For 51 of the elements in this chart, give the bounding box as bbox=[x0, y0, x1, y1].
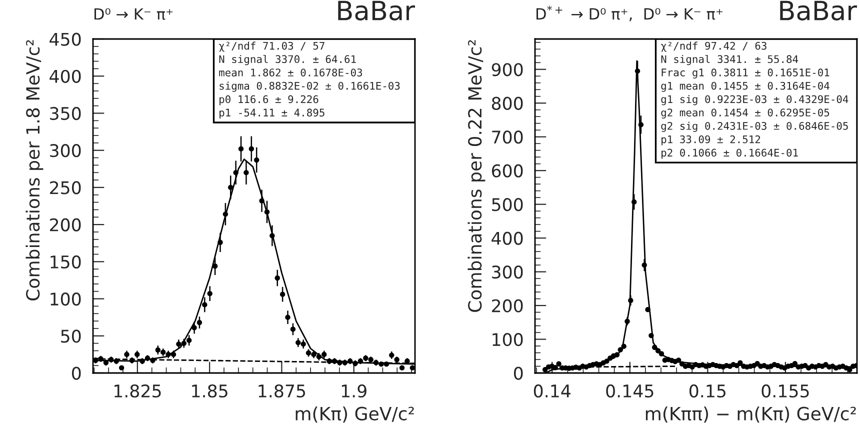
y-tick-label: 800 bbox=[492, 96, 523, 110]
y-tick-label: 300 bbox=[50, 144, 81, 158]
x-tick-label: 1.875 bbox=[258, 384, 306, 398]
annotation: g2 mean 0.1454 ± 0.6295E-05 bbox=[661, 108, 830, 119]
y-tick-label: 250 bbox=[50, 181, 81, 194]
annotation: p1 -54.11 ± 4.895 bbox=[220, 108, 324, 119]
y-tick-label: 450 bbox=[50, 32, 81, 46]
annotation: g1 mean 0.1455 ± 0.3164E-04 bbox=[661, 82, 830, 92]
annotation: p0 116.6 ± 9.226 bbox=[220, 95, 318, 106]
y-tick-label: 350 bbox=[50, 106, 81, 120]
x-tick-label: 0.15 bbox=[689, 384, 726, 398]
annotation: mean 1.862 ± 0.1678E-03 bbox=[219, 68, 362, 76]
x-tick-label: 1.85 bbox=[192, 384, 228, 398]
y-tick-label: 100 bbox=[492, 332, 523, 346]
y-tick-label: 300 bbox=[492, 266, 523, 279]
x-axis-title: m(Kπ) GeV/c² bbox=[296, 406, 414, 423]
annotation: g2 sig 0.2431E-03 ± 0.6846E-05 bbox=[661, 122, 848, 132]
x-tick-label: 1.825 bbox=[114, 384, 161, 398]
y-tick-label: 700 bbox=[492, 130, 523, 144]
text: BaBar bbox=[780, 0, 857, 21]
annotation: N signal 3370. ± 64.61 bbox=[219, 54, 356, 66]
y-tick-label: 100 bbox=[50, 292, 81, 306]
annotation: p2 0.1066 ± 0.1664E-01 bbox=[662, 148, 798, 159]
y-tick-label: 200 bbox=[492, 299, 523, 312]
y-axis-title: Combinations per 0.22 MeV/c² bbox=[468, 40, 486, 312]
y-tick-label: 400 bbox=[50, 70, 81, 83]
x-tick-label: 0.14 bbox=[534, 384, 570, 398]
annotation: χ²/ndf 97.42 / 63 bbox=[661, 42, 766, 52]
y-axis-title: Combinations per 1.8 MeV/c² bbox=[26, 40, 44, 300]
x-tick-label: 1.9 bbox=[342, 384, 366, 398]
x-axis-title: m(Kππ) − m(Kπ) GeV/c² bbox=[646, 406, 856, 423]
y-tick-label: 50 bbox=[61, 330, 81, 343]
text: BaBar bbox=[338, 0, 415, 21]
x-tick-label: 0.145 bbox=[606, 384, 654, 398]
y-tick-label: 0 bbox=[72, 366, 81, 380]
annotation: Frac g1 0.3811 ± 0.1651E-01 bbox=[662, 68, 830, 78]
x-tick-label: 0.155 bbox=[762, 384, 809, 398]
y-tick-label: 400 bbox=[492, 232, 523, 245]
y-tick-label: 200 bbox=[50, 218, 81, 232]
annotation: sigma 0.8832E-02 ± 0.1661E-03 bbox=[220, 82, 400, 92]
y-tick-label: 500 bbox=[492, 198, 523, 212]
y-tick-label: 600 bbox=[492, 164, 523, 178]
chart-title: D⁰ → K⁻ π⁺ bbox=[94, 8, 173, 20]
y-tick-label: 0 bbox=[514, 366, 523, 380]
annotation: N signal 3341. ± 55.84 bbox=[661, 54, 798, 66]
y-tick-label: 900 bbox=[492, 63, 523, 76]
annotation: p1 33.09 ± 2.512 bbox=[662, 135, 760, 146]
y-tick-label: 150 bbox=[50, 255, 81, 269]
annotation: g1 sig 0.9223E-03 ± 0.4329E-04 bbox=[661, 95, 848, 106]
chart-title: D$^{*+}$ → D⁰ π⁺, D⁰ → K⁻ π⁺ bbox=[536, 6, 722, 22]
annotation: χ²/ndf 71.03 / 57 bbox=[219, 42, 324, 52]
